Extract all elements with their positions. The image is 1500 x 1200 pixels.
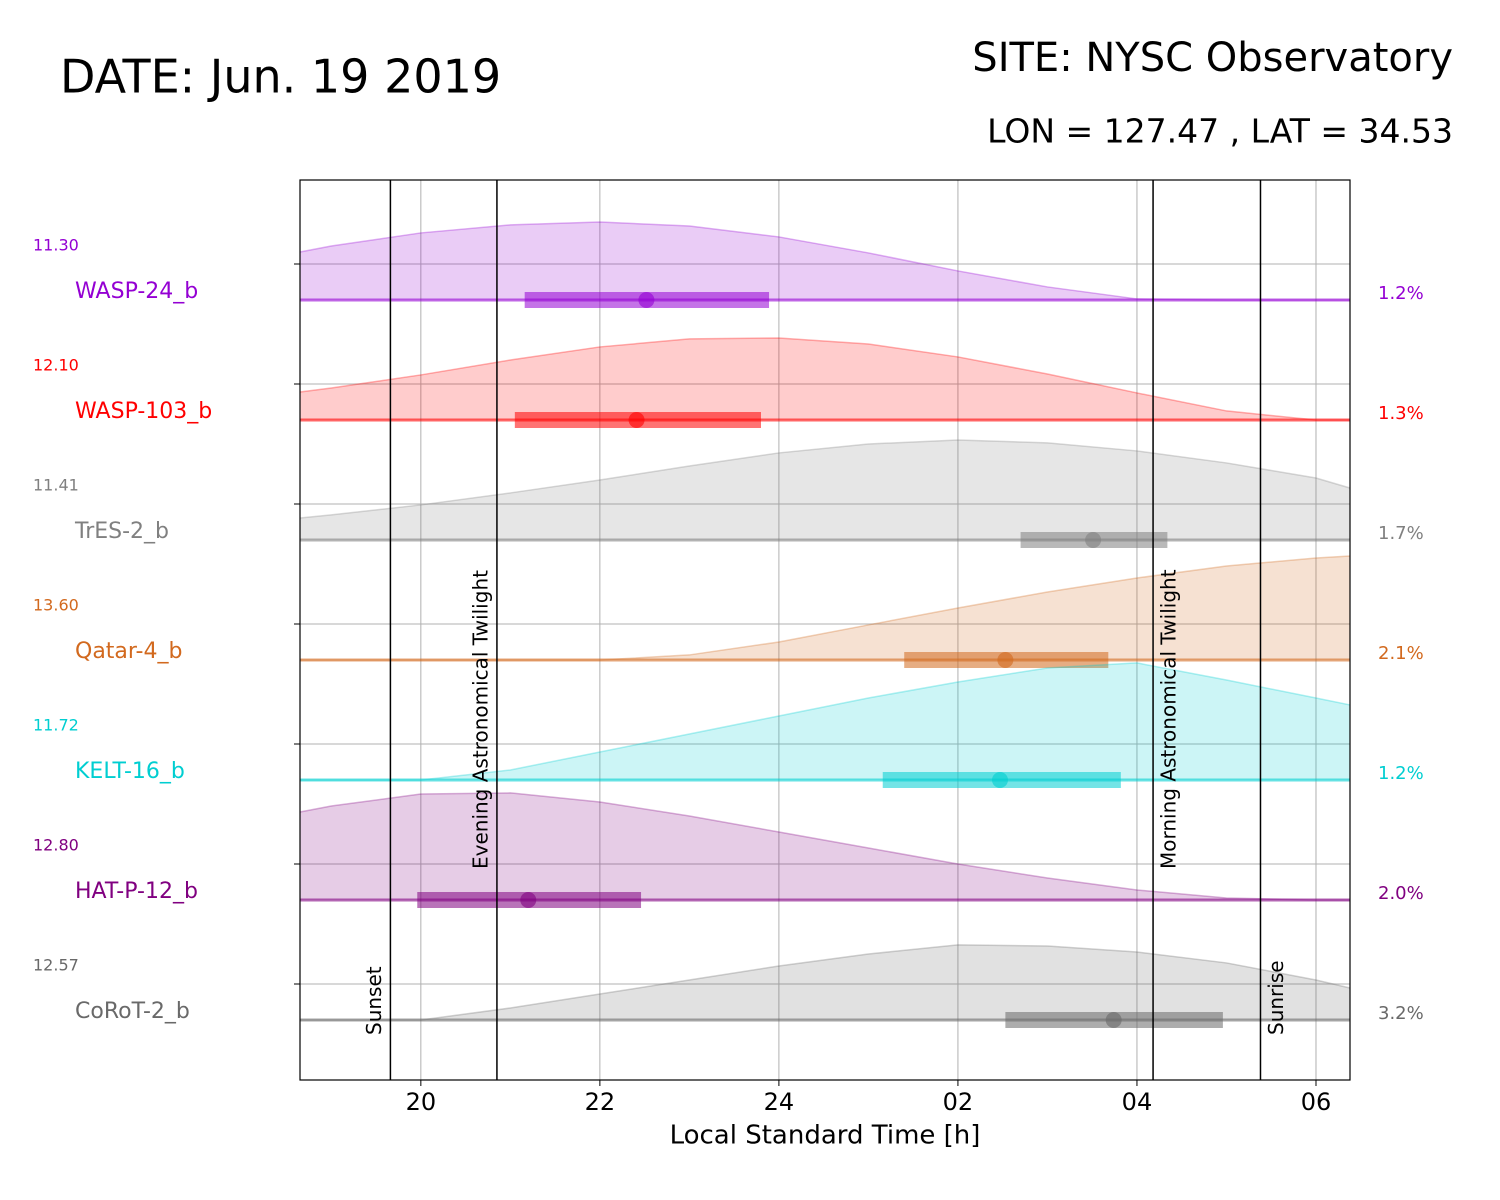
magnitude-label: 13.60 (33, 596, 79, 615)
x-tick-label: 20 (406, 1088, 437, 1116)
magnitude-label: 12.10 (33, 356, 79, 375)
altitude-area (300, 792, 1350, 900)
x-tick-label: 04 (1122, 1088, 1153, 1116)
transit-mid (520, 892, 537, 908)
event-label: Sunrise (1264, 960, 1288, 1035)
x-tick-label: 06 (1301, 1088, 1332, 1116)
x-tick-label: 22 (585, 1088, 616, 1116)
target-name: WASP-24_b (75, 279, 198, 304)
magnitude-label: 11.41 (33, 476, 79, 495)
target-name: CoRoT-2_b (75, 999, 190, 1024)
depth-label: 2.1% (1378, 643, 1424, 664)
plot-frame (299, 179, 1351, 1081)
magnitude-label: 11.30 (33, 236, 79, 255)
altitude-curve (299, 337, 1350, 421)
transit-mid (992, 772, 1008, 788)
depth-label: 1.3% (1378, 403, 1424, 424)
chart-title: DATE: Jun. 19 2019 (60, 50, 501, 104)
altitude-curve (299, 792, 1350, 901)
altitude-curve (299, 439, 1351, 519)
altitude-curve (300, 944, 1351, 1021)
depth-label: 1.7% (1378, 523, 1424, 544)
altitude-area (300, 222, 1350, 300)
transit-mid (638, 292, 655, 308)
altitude-area (300, 556, 1350, 660)
x-tick-label: 24 (764, 1088, 795, 1116)
altitude-area (300, 338, 1350, 420)
target-name: TrES-2_b (74, 519, 169, 544)
depth-label: 2.0% (1378, 883, 1424, 904)
event-label: Evening Astronomical Twilight (468, 570, 492, 869)
magnitude-label: 12.57 (33, 956, 79, 975)
altitude-area (300, 662, 1350, 780)
altitude-curve (300, 662, 1351, 781)
transit-mid (1105, 1012, 1122, 1028)
altitude-area (300, 440, 1350, 540)
transit-mid (1085, 532, 1102, 548)
depth-label: 3.2% (1378, 1003, 1424, 1024)
target-name: KELT-16_b (75, 759, 185, 784)
depth-label: 1.2% (1378, 283, 1424, 304)
target-name: WASP-103_b (75, 399, 212, 424)
x-tick-label: 02 (943, 1088, 974, 1116)
depth-label: 1.2% (1378, 763, 1424, 784)
target-name: Qatar-4_b (75, 639, 182, 664)
target-name: HAT-P-12_b (75, 879, 198, 904)
event-label: Morning Astronomical Twilight (1157, 569, 1181, 869)
transit-mid (628, 412, 645, 428)
x-axis-label: Local Standard Time [h] (670, 1121, 981, 1151)
transit-mid (997, 652, 1014, 668)
event-label: Sunset (362, 966, 386, 1035)
magnitude-label: 11.72 (33, 716, 79, 735)
coords-label: LON = 127.47 , LAT = 34.53 (987, 112, 1453, 151)
magnitude-label: 12.80 (33, 836, 79, 855)
altitude-area (300, 944, 1350, 1020)
site-label: SITE: NYSC Observatory (972, 35, 1453, 81)
